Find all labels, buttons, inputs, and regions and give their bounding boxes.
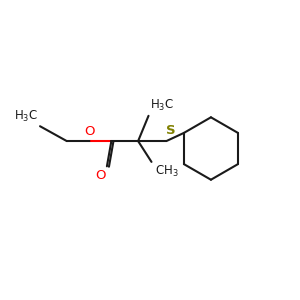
Text: S: S xyxy=(166,124,175,136)
Text: O: O xyxy=(95,169,106,182)
Text: H$_3$C: H$_3$C xyxy=(150,98,174,113)
Text: H$_3$C: H$_3$C xyxy=(14,109,38,124)
Text: CH$_3$: CH$_3$ xyxy=(155,164,179,179)
Text: O: O xyxy=(85,124,95,137)
